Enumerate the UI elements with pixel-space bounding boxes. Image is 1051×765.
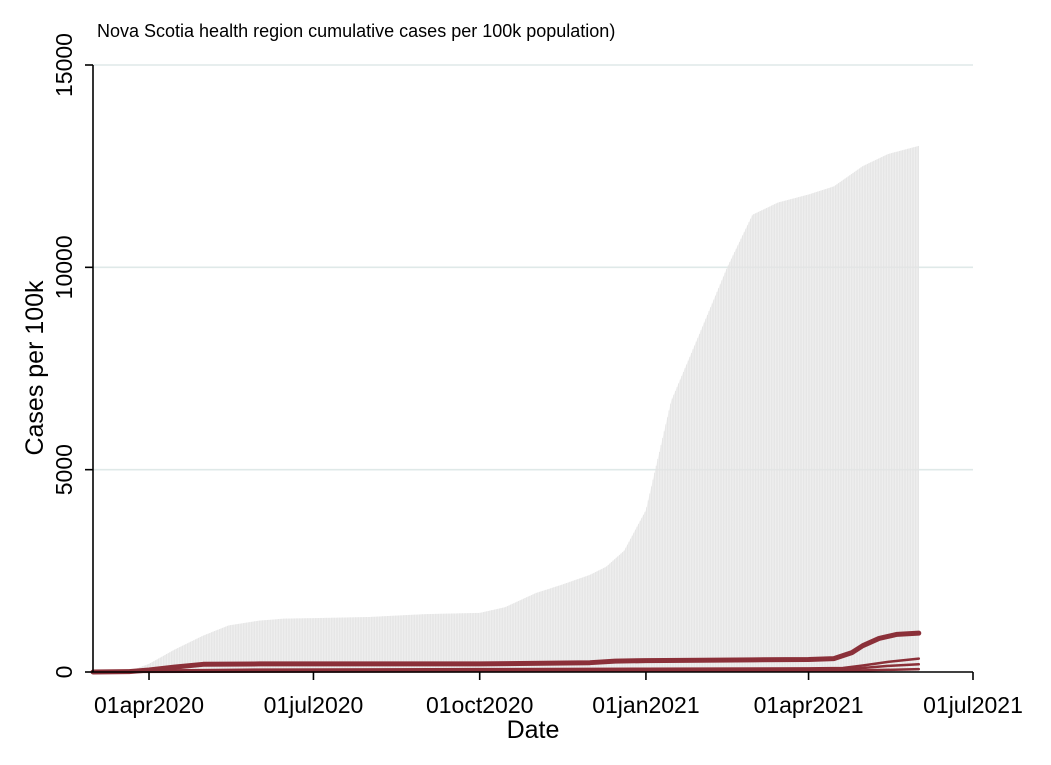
y-ticks: 0 5000 10000 15000 xyxy=(51,33,93,678)
x-tick-label: 01jul2020 xyxy=(264,692,364,718)
axes xyxy=(92,65,973,673)
x-ticks: 01apr2020 01jul2020 01oct2020 01jan2021 01ap… xyxy=(94,672,1023,718)
range-band-hatch xyxy=(94,145,919,672)
band-layer xyxy=(93,145,919,672)
x-tick-label: 01apr2020 xyxy=(94,692,204,718)
x-axis-label: Date xyxy=(507,716,560,744)
range-band xyxy=(93,145,919,672)
chart-title: Nova Scotia health region cumulative cas… xyxy=(97,21,615,41)
x-tick-label: 01apr2021 xyxy=(754,692,864,718)
x-tick-label: 01oct2020 xyxy=(426,692,533,718)
y-axis-label: Cases per 100k xyxy=(21,280,49,456)
y-tick-label: 10000 xyxy=(51,235,77,299)
x-tick-label: 01jan2021 xyxy=(592,692,699,718)
x-tick-label: 01jul2021 xyxy=(923,692,1023,718)
y-tick-label: 15000 xyxy=(51,33,77,97)
series-line-2 xyxy=(91,657,921,674)
y-tick-label: 0 xyxy=(51,666,77,679)
series-line-1 xyxy=(90,630,922,675)
y-tick-label: 5000 xyxy=(51,444,77,495)
